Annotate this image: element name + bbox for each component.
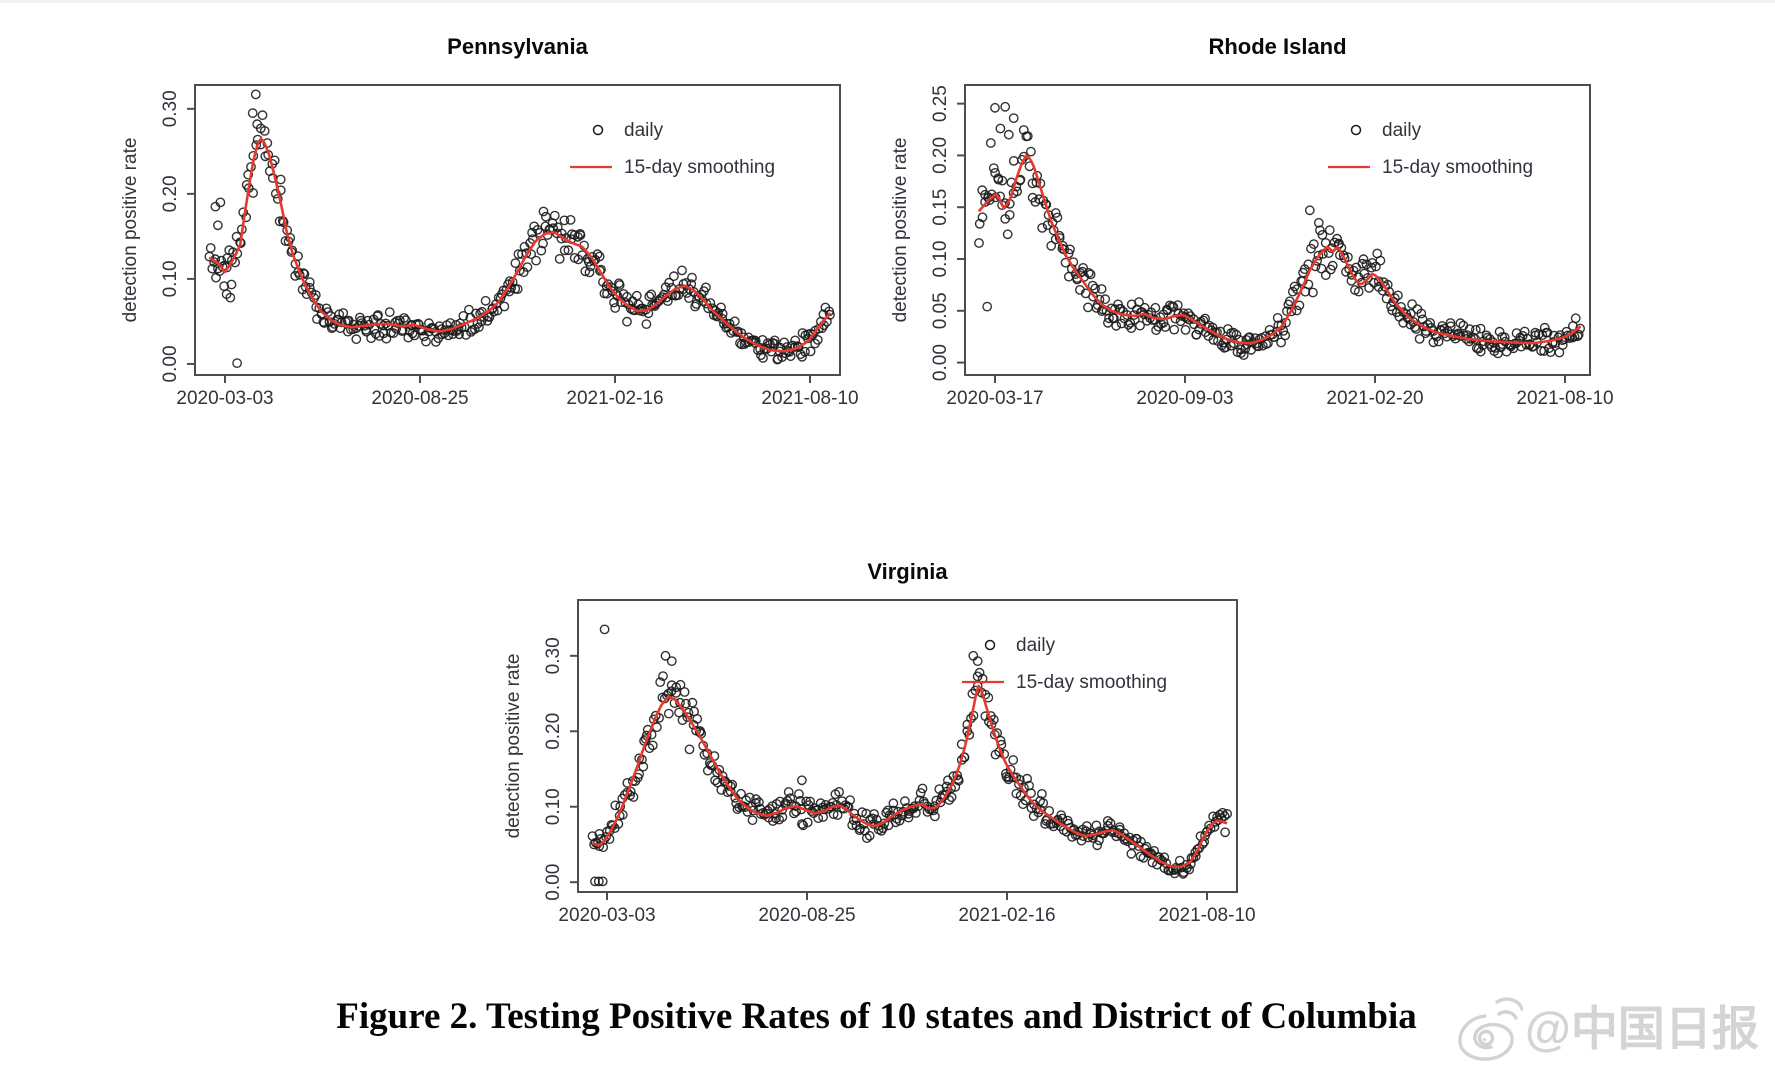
plot-border: [964, 84, 1591, 376]
x-tick-label: 2021-02-16: [566, 388, 663, 409]
legend-daily-label: daily: [1382, 120, 1422, 141]
x-tick-label: 2021-08-10: [1516, 388, 1613, 409]
legend: daily 15-day smoothing: [1328, 120, 1533, 178]
plot-border: [194, 84, 841, 376]
x-tick-label: 2020-08-25: [758, 905, 855, 926]
chart-title: Pennsylvania: [447, 34, 588, 59]
figure-caption-row: Figure 2. Testing Positive Rates of 10 s…: [270, 995, 1483, 1038]
plot-border: [577, 599, 1238, 893]
y-tick-label: 0.10: [160, 260, 181, 297]
y-axis-label: detection positive rate: [890, 138, 911, 323]
legend-smoothing-label: 15-day smoothing: [1016, 672, 1167, 693]
weibo-logo-icon: [1458, 997, 1523, 1061]
smoothing-line: [591, 684, 1228, 869]
y-tick-label: 0.20: [930, 137, 951, 174]
legend: daily 15-day smoothing: [570, 120, 775, 178]
legend-smoothing-label: 15-day smoothing: [1382, 157, 1533, 178]
chart-title: Virginia: [867, 559, 948, 584]
y-tick-label: 0.25: [930, 85, 951, 122]
legend-daily-marker: [984, 639, 996, 651]
y-tick-label: 0.30: [543, 637, 564, 674]
y-axis-label: detection positive rate: [503, 654, 524, 839]
y-tick-label: 0.10: [930, 241, 951, 278]
y-axis: 0.00 0.10 0.20 0.30: [160, 90, 195, 382]
weibo-watermark: @中国日报: [1455, 988, 1775, 1068]
x-tick-label: 2020-09-03: [1136, 388, 1233, 409]
y-tick-label: 0.20: [160, 175, 181, 212]
daily-scatter: [204, 89, 835, 368]
y-tick-label: 0.05: [930, 292, 951, 329]
legend-daily-label: daily: [1016, 635, 1056, 656]
x-axis: 2020-03-03 2020-08-25 2021-02-16 2021-08-10: [558, 892, 1256, 926]
y-tick-label: 0.30: [160, 90, 181, 127]
x-tick-label: 2021-08-10: [1158, 905, 1255, 926]
legend-daily-label: daily: [624, 120, 664, 141]
x-tick-label: 2020-03-17: [946, 388, 1043, 409]
smoothing-line: [977, 154, 1582, 345]
x-tick-label: 2021-02-20: [1326, 388, 1423, 409]
y-tick-label: 0.20: [543, 713, 564, 750]
chart-title: Rhode Island: [1208, 34, 1346, 59]
y-tick-label: 0.10: [543, 788, 564, 825]
y-tick-label: 0.15: [930, 189, 951, 226]
y-axis: 0.00 0.10 0.20 0.30: [543, 637, 578, 901]
legend: daily 15-day smoothing: [962, 635, 1167, 693]
y-tick-label: 0.00: [160, 345, 181, 382]
x-tick-label: 2021-08-10: [761, 388, 858, 409]
x-tick-label: 2020-03-03: [176, 388, 273, 409]
y-axis-label: detection positive rate: [120, 138, 141, 323]
daily-scatter: [587, 624, 1233, 887]
y-tick-label: 0.00: [543, 864, 564, 901]
daily-scatter: [974, 101, 1586, 360]
y-tick-label: 0.00: [930, 344, 951, 381]
figure-caption: Figure 2. Testing Positive Rates of 10 s…: [336, 996, 1417, 1037]
legend-smoothing-label: 15-day smoothing: [624, 157, 775, 178]
smoothing-line: [208, 137, 832, 353]
x-tick-label: 2020-08-25: [371, 388, 468, 409]
x-axis: 2020-03-03 2020-08-25 2021-02-16 2021-08-10: [176, 375, 859, 409]
legend-daily-marker: [1350, 124, 1362, 136]
y-axis: 0.00 0.05 0.10 0.15 0.20 0.25: [930, 85, 965, 381]
page-top-edge: [0, 0, 1775, 3]
x-tick-label: 2020-03-03: [558, 905, 655, 926]
x-tick-label: 2021-02-16: [958, 905, 1055, 926]
legend-daily-marker: [592, 124, 604, 136]
x-axis: 2020-03-17 2020-09-03 2021-02-20 2021-08-10: [946, 375, 1614, 409]
weibo-handle-text: @中国日报: [1525, 1001, 1759, 1055]
